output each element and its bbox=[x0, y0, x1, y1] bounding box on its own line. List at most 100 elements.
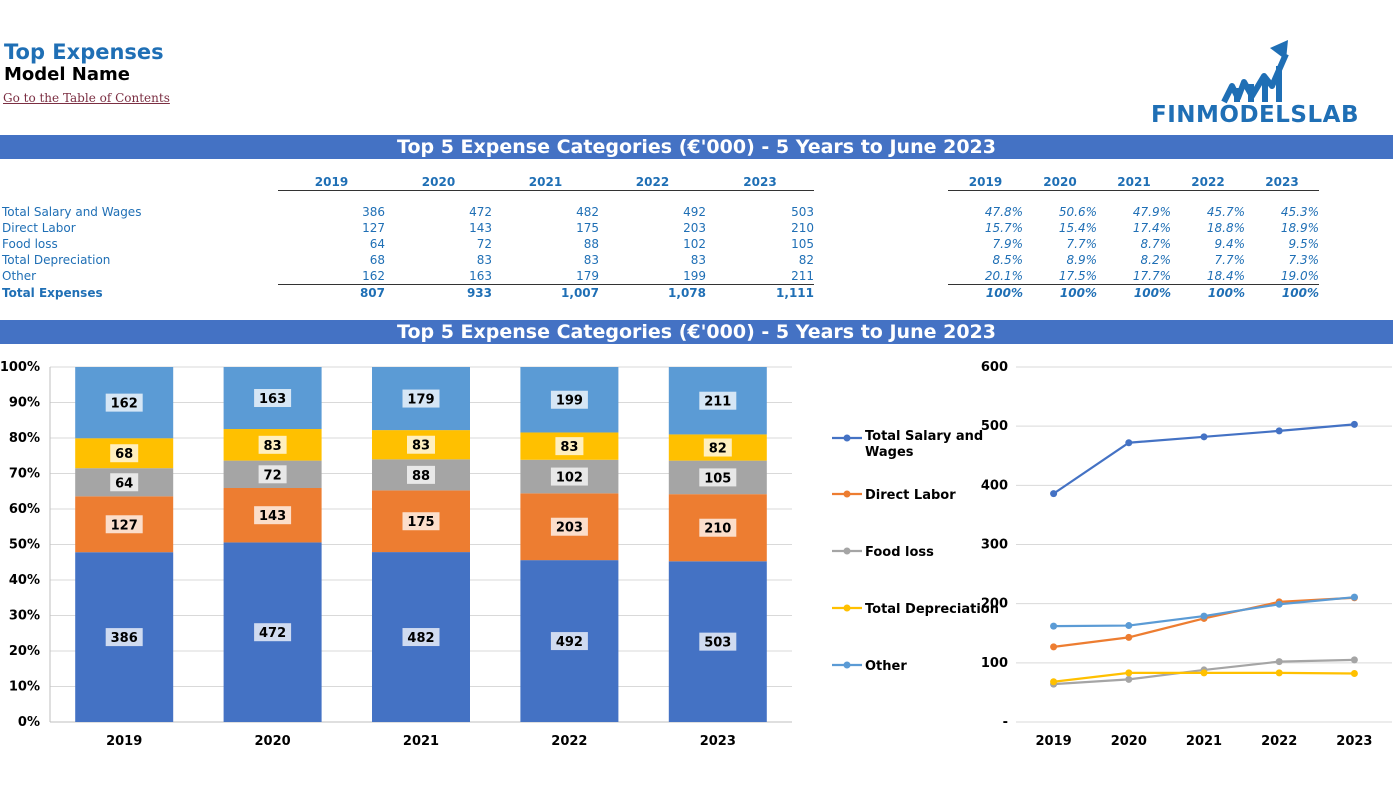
data-label-bg bbox=[407, 435, 435, 454]
x-tick-label: 2023 bbox=[1336, 734, 1372, 749]
values-table: 2019 2020 2021 2022 2023 Total Salary an… bbox=[2, 174, 814, 301]
cell: 1,111 bbox=[706, 284, 814, 301]
year-header: 2019 bbox=[948, 174, 1023, 191]
x-tick-label: 2020 bbox=[1111, 734, 1147, 749]
cell: 45.7% bbox=[1206, 205, 1245, 219]
cell: 7.7% bbox=[1214, 253, 1246, 267]
logo-text: FINMODELSLAB bbox=[1151, 102, 1359, 128]
cell: 64 bbox=[369, 237, 385, 251]
y-tick-label: - bbox=[1003, 715, 1008, 730]
cell: 82 bbox=[798, 253, 814, 267]
data-label: 83 bbox=[264, 439, 282, 454]
legend-label: Direct Labor bbox=[865, 488, 956, 503]
legend-label: Other bbox=[865, 659, 907, 674]
y-tick-label: 100 bbox=[981, 656, 1008, 671]
cell: 9.5% bbox=[1288, 237, 1320, 251]
cell: 492 bbox=[683, 205, 706, 219]
table-corner bbox=[2, 174, 278, 191]
y-tick-label: 0% bbox=[18, 715, 40, 730]
cell: 203 bbox=[683, 221, 706, 235]
x-tick-label: 2019 bbox=[106, 734, 142, 749]
data-label: 162 bbox=[111, 397, 138, 412]
year-header: 2021 bbox=[492, 174, 599, 191]
y-tick-label: 500 bbox=[981, 419, 1008, 434]
year-header: 2022 bbox=[599, 174, 706, 191]
x-tick-label: 2021 bbox=[403, 734, 439, 749]
cell: 68 bbox=[369, 253, 385, 267]
cell: 47.9% bbox=[1132, 205, 1171, 219]
data-point bbox=[1125, 439, 1133, 447]
row-label: Food loss bbox=[2, 237, 58, 251]
table-row: Total Salary and Wages 386 472 482 492 5… bbox=[2, 204, 814, 220]
cell: 17.7% bbox=[1132, 269, 1171, 283]
cell: 20.1% bbox=[984, 269, 1023, 283]
cell: 83 bbox=[583, 253, 599, 267]
data-point bbox=[1200, 433, 1208, 441]
data-label: 179 bbox=[407, 393, 434, 408]
data-label-bg bbox=[110, 473, 139, 492]
legend-label: Total Salary and bbox=[865, 429, 983, 444]
cell: 163 bbox=[469, 269, 492, 283]
cell: 503 bbox=[791, 205, 814, 219]
data-label: 482 bbox=[407, 631, 434, 646]
year-header: 2020 bbox=[385, 174, 492, 191]
legend-marker bbox=[843, 661, 851, 669]
cell: 18.9% bbox=[1280, 221, 1319, 235]
legend-marker bbox=[843, 490, 851, 498]
table-row: 20.1% 17.5% 17.7% 18.4% 19.0% bbox=[948, 268, 1319, 285]
legend-marker bbox=[843, 434, 851, 442]
data-label: 199 bbox=[556, 394, 583, 409]
table-row: Other 162 163 179 199 211 bbox=[2, 268, 814, 285]
cell: 482 bbox=[576, 205, 599, 219]
data-label-bg bbox=[550, 467, 588, 486]
y-tick-label: 10% bbox=[9, 680, 40, 695]
cell: 100% bbox=[1023, 284, 1097, 301]
page-title: Top Expenses bbox=[4, 40, 164, 64]
cell: 45.3% bbox=[1280, 205, 1319, 219]
data-point bbox=[1275, 658, 1283, 666]
data-label-bg bbox=[699, 518, 737, 537]
model-name: Model Name bbox=[4, 64, 130, 85]
cell: 100% bbox=[1245, 284, 1319, 301]
row-label: Total Depreciation bbox=[2, 253, 111, 267]
data-label: 83 bbox=[560, 440, 578, 455]
year-header: 2022 bbox=[1171, 174, 1245, 191]
cell: 15.4% bbox=[1058, 221, 1097, 235]
cell: 8.2% bbox=[1140, 253, 1172, 267]
x-tick-label: 2022 bbox=[1261, 734, 1297, 749]
table-row: Total Depreciation 68 83 83 83 82 bbox=[2, 252, 814, 268]
data-label: 211 bbox=[704, 395, 731, 410]
table-row: 15.7% 15.4% 17.4% 18.8% 18.9% bbox=[948, 220, 1319, 236]
data-point bbox=[1050, 622, 1058, 630]
data-label-bg bbox=[550, 632, 588, 651]
data-point bbox=[1350, 669, 1358, 677]
cell: 47.8% bbox=[984, 205, 1023, 219]
cell: 127 bbox=[362, 221, 385, 235]
y-tick-label: 300 bbox=[981, 538, 1008, 553]
toc-link[interactable]: Go to the Table of Contents bbox=[3, 91, 170, 105]
data-label-bg bbox=[555, 437, 584, 456]
data-label: 127 bbox=[111, 518, 138, 533]
data-label-bg bbox=[105, 628, 143, 647]
cell: 100% bbox=[1171, 284, 1245, 301]
cell: 83 bbox=[690, 253, 706, 267]
data-label-bg bbox=[402, 628, 440, 647]
data-label-bg bbox=[407, 465, 435, 484]
legend-label: Total Depreciation bbox=[865, 602, 999, 617]
cell: 143 bbox=[469, 221, 492, 235]
data-label-bg bbox=[254, 506, 292, 525]
cell: 88 bbox=[583, 237, 599, 251]
data-label: 88 bbox=[412, 469, 430, 484]
data-label: 143 bbox=[259, 509, 286, 524]
data-label: 203 bbox=[556, 521, 583, 536]
total-row: Total Expenses 807 933 1,007 1,078 1,111 bbox=[2, 284, 814, 301]
data-label: 386 bbox=[111, 631, 138, 646]
year-header: 2023 bbox=[1245, 174, 1319, 191]
legend-marker bbox=[843, 547, 851, 555]
legend-label: Food loss bbox=[865, 545, 934, 560]
row-label: Total Expenses bbox=[2, 285, 103, 300]
cell: 83 bbox=[476, 253, 492, 267]
data-label-bg bbox=[110, 444, 139, 463]
cell: 472 bbox=[469, 205, 492, 219]
cell: 386 bbox=[362, 205, 385, 219]
